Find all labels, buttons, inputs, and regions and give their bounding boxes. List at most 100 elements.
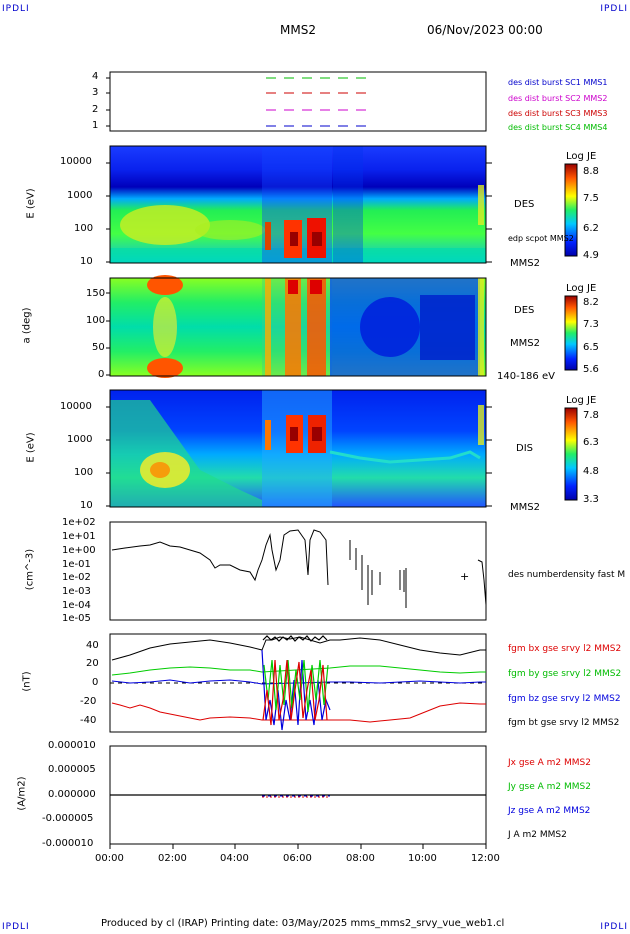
cb1-tick: 8.8 — [583, 166, 599, 177]
p5-ytick: 1e+02 — [62, 517, 96, 528]
legend-bx: fgm bx gse srvy l2 MMS2 — [508, 644, 622, 654]
current-panel — [109, 745, 487, 845]
p5-ytick: 1e+00 — [62, 545, 96, 556]
p2-scpot-label: edp scpot MMS2 — [508, 234, 574, 243]
corner-logo-tr: IPDLI — [600, 4, 628, 14]
p3-ytick: 100 — [86, 315, 106, 326]
legend-jz: Jz gse A m2 MMS2 — [508, 806, 591, 816]
legend-sc1: des dist burst SC1 MMS1 — [508, 78, 608, 87]
cb3-tick: 3.3 — [583, 494, 599, 505]
p7-ytick: 0.000000 — [48, 789, 96, 800]
p2-ytick: 100 — [74, 223, 94, 234]
p5-ytick: 1e-04 — [62, 600, 91, 611]
p2-ytick: 10000 — [60, 156, 92, 167]
colorbar-dis-energy — [564, 407, 578, 501]
axis-ticks — [106, 77, 492, 849]
svg-text:+: + — [460, 570, 469, 583]
p3-spacecraft: MMS2 — [510, 338, 540, 349]
legend-jx: Jx gse A m2 MMS2 — [508, 758, 591, 768]
cb2-tick: 7.3 — [583, 319, 599, 330]
p7-ytick: -0.000005 — [42, 813, 94, 824]
p4-ytick: 10 — [80, 500, 93, 511]
cb1-tick: 6.2 — [583, 223, 599, 234]
des-energy-spectrogram — [109, 145, 487, 264]
p5-ylabel: (cm^-3) — [24, 548, 36, 591]
date-title: 06/Nov/2023 00:00 — [427, 23, 543, 37]
cb3-tick: 4.8 — [583, 466, 599, 477]
x-tick: 06:00 — [283, 853, 312, 864]
p3-ytick: 50 — [92, 342, 105, 353]
cb2-tick: 5.6 — [583, 364, 599, 375]
corner-logo-bl: IPDLI — [2, 922, 30, 932]
p1-ytick: 2 — [92, 104, 99, 115]
p3-energy-range: 140-186 eV — [497, 371, 555, 382]
p2-spacecraft: MMS2 — [510, 258, 540, 269]
legend-sc4: des dist burst SC4 MMS4 — [508, 123, 608, 132]
p6-ytick: -20 — [80, 696, 97, 707]
cb2-title: Log JE — [566, 283, 597, 294]
p4-ytick: 10000 — [60, 401, 92, 412]
p4-ylabel: E (eV) — [25, 432, 37, 463]
colorbar-des-pitch — [564, 295, 578, 371]
p4-instrument: DIS — [516, 443, 533, 454]
p1-ytick: 4 — [92, 71, 99, 82]
p4-ytick: 1000 — [67, 434, 93, 445]
cb2-tick: 8.2 — [583, 297, 599, 308]
p1-ytick: 3 — [92, 87, 99, 98]
legend-bz: fgm bz gse srvy l2 MMS2 — [508, 694, 621, 704]
p5-legend: des numberdensity fast M — [508, 570, 626, 580]
legend-sc2: des dist burst SC2 MMS2 — [508, 94, 608, 103]
spacecraft-title: MMS2 — [280, 23, 316, 37]
p7-ytick: -0.000010 — [42, 838, 94, 849]
p7-ytick: 0.000005 — [48, 764, 96, 775]
p6-ytick: 20 — [86, 658, 99, 669]
cb3-title: Log JE — [566, 395, 597, 406]
p2-instrument: DES — [514, 199, 535, 210]
p2-ytick: 1000 — [67, 190, 93, 201]
burst-panel — [109, 71, 487, 132]
p3-instrument: DES — [514, 305, 535, 316]
legend-bt: fgm bt gse srvy l2 MMS2 — [508, 718, 620, 728]
p6-ytick: 0 — [92, 677, 99, 688]
p5-ytick: 1e+01 — [62, 531, 96, 542]
fgm-panel — [109, 633, 487, 733]
p3-ytick: 0 — [98, 369, 105, 380]
x-tick: 12:00 — [471, 853, 500, 864]
corner-logo-br: IPDLI — [600, 922, 628, 932]
p6-ylabel: (nT) — [21, 671, 33, 692]
cb3-tick: 7.8 — [583, 410, 599, 421]
cb2-tick: 6.5 — [583, 342, 599, 353]
cb1-tick: 7.5 — [583, 193, 599, 204]
dis-energy-spectrogram — [109, 389, 487, 508]
x-tick: 10:00 — [408, 853, 437, 864]
p3-ytick: 150 — [86, 288, 106, 299]
p2-ytick: 10 — [80, 256, 93, 267]
p7-ylabel: (A/m2) — [16, 776, 28, 811]
p7-ytick: 0.000010 — [48, 740, 96, 751]
p2-ylabel: E (eV) — [25, 188, 37, 219]
cb3-tick: 6.3 — [583, 437, 599, 448]
p6-ytick: -40 — [80, 715, 97, 726]
corner-logo-tl: IPDLI — [2, 4, 30, 14]
legend-by: fgm by gse srvy l2 MMS2 — [508, 669, 622, 679]
colorbar-des-energy — [564, 163, 578, 257]
x-tick: 02:00 — [158, 853, 187, 864]
p4-spacecraft: MMS2 — [510, 502, 540, 513]
footer-text: Produced by cl (IRAP) Printing date: 03/… — [101, 918, 505, 929]
cb1-title: Log JE — [566, 151, 597, 162]
x-tick: 04:00 — [220, 853, 249, 864]
p1-ytick: 1 — [92, 120, 99, 131]
p4-ytick: 100 — [74, 467, 94, 478]
p5-ytick: 1e-01 — [62, 559, 91, 570]
legend-sc3: des dist burst SC3 MMS3 — [508, 109, 608, 118]
des-pitch-spectrogram — [109, 275, 487, 378]
x-tick: 00:00 — [95, 853, 124, 864]
p5-ytick: 1e-02 — [62, 572, 91, 583]
p5-ytick: 1e-03 — [62, 586, 91, 597]
p5-ytick: 1e-05 — [62, 613, 91, 624]
density-panel: + — [109, 521, 487, 621]
p3-ylabel: a (deg) — [21, 307, 33, 344]
legend-jy: Jy gse A m2 MMS2 — [508, 782, 591, 792]
cb1-tick: 4.9 — [583, 250, 599, 261]
